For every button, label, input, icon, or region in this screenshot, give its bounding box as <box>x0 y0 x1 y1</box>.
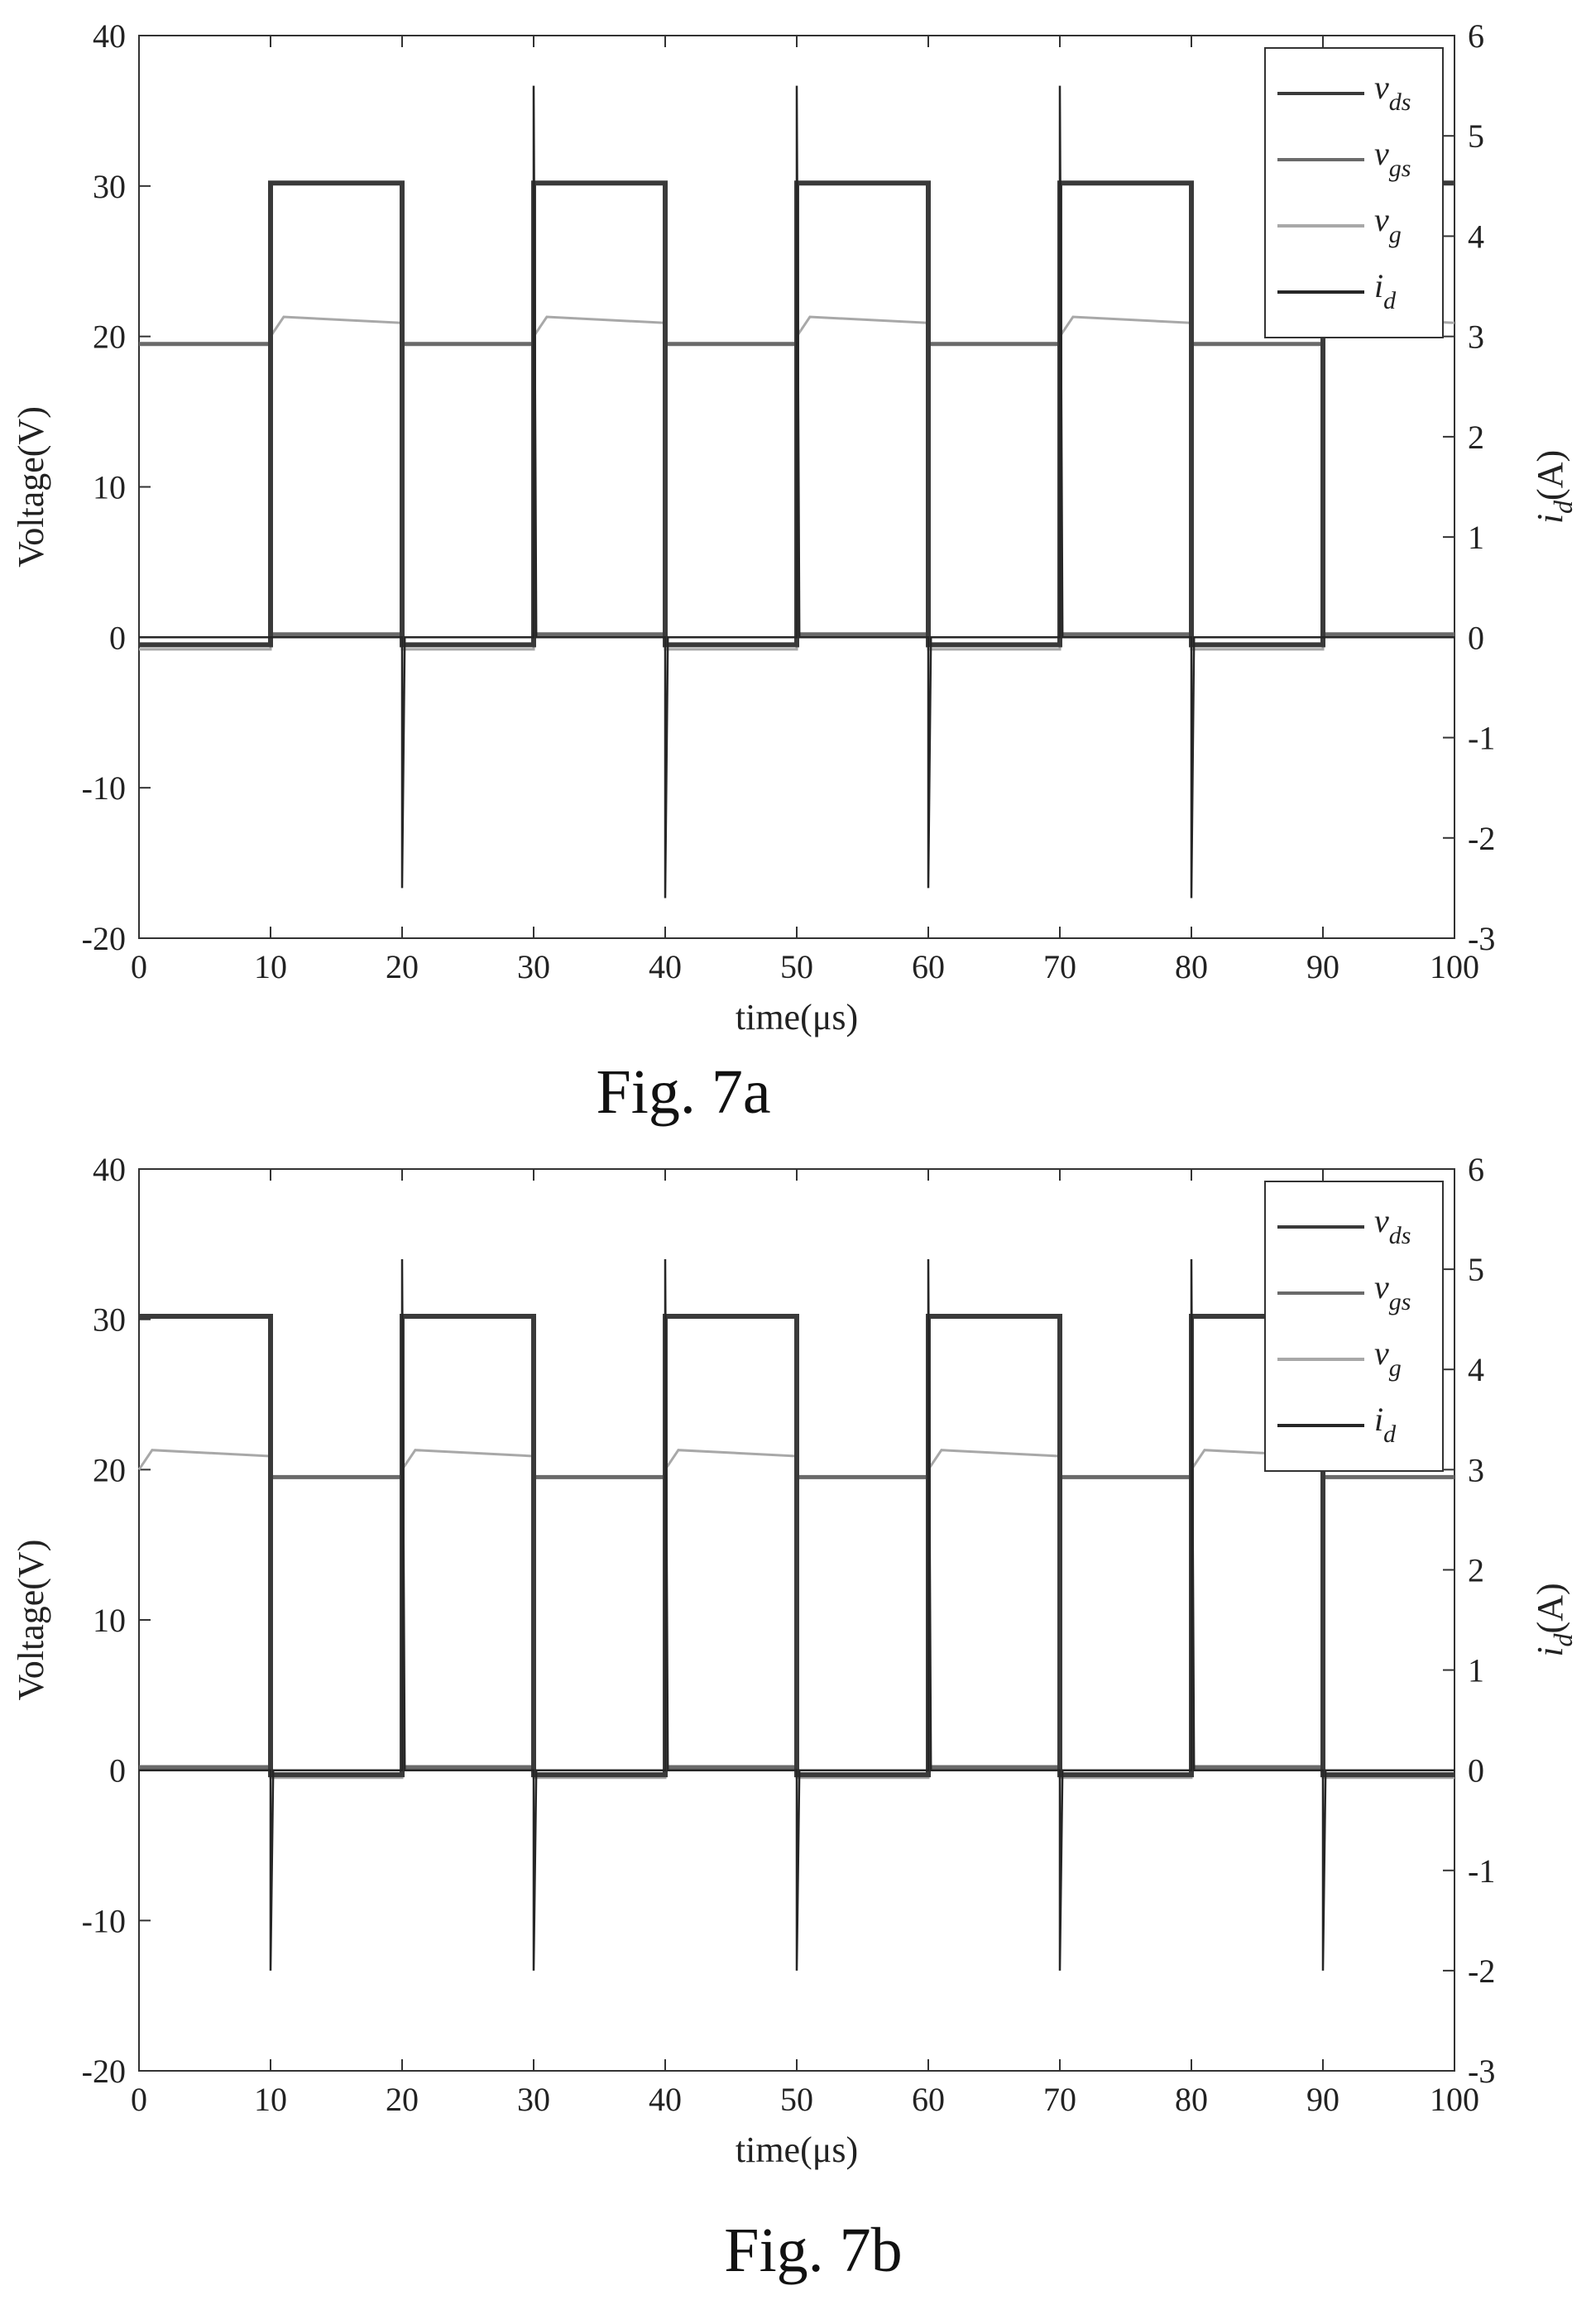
x-tick-label: 90 <box>1306 2081 1339 2118</box>
y-tick-label: 40 <box>93 1151 126 1188</box>
x-tick-label: 70 <box>1043 2081 1076 2118</box>
x-tick-label: 100 <box>1430 2081 1479 2118</box>
y-tick-label: -20 <box>82 920 126 957</box>
x-axis-label: time(μs) <box>736 2130 858 2170</box>
y-tick-label: 20 <box>93 319 126 356</box>
y2-tick-label: 1 <box>1468 519 1484 556</box>
y2-tick-label: 2 <box>1468 1551 1484 1588</box>
legend-label-v-gs: vgs <box>1374 1268 1411 1315</box>
y-tick-label: 10 <box>93 1602 126 1639</box>
y2-tick-label: -3 <box>1468 2053 1495 2090</box>
y2-tick-label: 4 <box>1468 1351 1484 1388</box>
y-tick-label: 30 <box>93 1301 126 1339</box>
x-tick-label: 0 <box>131 948 147 985</box>
y2-axis-label: id(A) <box>1530 1583 1578 1656</box>
y2-tick-label: -1 <box>1468 720 1495 757</box>
x-tick-label: 60 <box>912 2081 945 2118</box>
y-tick-label: -10 <box>82 1902 126 1939</box>
chart-fig-7a: 0 10 20 30 40 50 60 70 80 90 100-20-10010203040-3-… <box>11 17 1578 1037</box>
y-tick-label: -10 <box>82 769 126 807</box>
y2-tick-label: -1 <box>1468 1852 1495 1890</box>
legend: vds vgs vg id <box>1264 47 1444 338</box>
series-line-v-ds <box>139 1314 1454 1778</box>
y2-tick-label: 5 <box>1468 117 1484 155</box>
legend: vds vgs vg id <box>1264 1181 1444 1472</box>
y-tick-label: 40 <box>93 17 126 55</box>
y2-axis-label: id(A) <box>1530 450 1578 524</box>
y2-tick-label: 6 <box>1468 1151 1484 1188</box>
x-tick-label: 30 <box>517 948 550 985</box>
legend-box <box>1264 47 1444 338</box>
x-tick-label: 80 <box>1175 2081 1208 2118</box>
legend-label-v-gs: vgs <box>1374 135 1411 182</box>
x-axis-label: time(μs) <box>736 997 858 1037</box>
x-tick-label: 80 <box>1175 948 1208 985</box>
y-tick-label: 0 <box>109 1752 126 1790</box>
caption-fig-7b: Fig. 7b <box>724 2216 902 2285</box>
y-tick-label: 30 <box>93 168 126 205</box>
y-tick-label: 0 <box>109 619 126 656</box>
x-tick-label: 40 <box>649 2081 682 2118</box>
x-tick-label: 20 <box>386 948 419 985</box>
x-tick-label: 90 <box>1306 948 1339 985</box>
y2-tick-label: 4 <box>1468 218 1484 255</box>
x-tick-label: 50 <box>780 2081 813 2118</box>
y2-tick-label: 2 <box>1468 419 1484 456</box>
legend-label-v-ds: vds <box>1374 1202 1411 1249</box>
x-tick-label: 50 <box>780 948 813 985</box>
series-line-i-d <box>139 85 1454 898</box>
x-tick-label: 0 <box>131 2081 147 2118</box>
x-tick-label: 20 <box>386 2081 419 2118</box>
y-tick-label: 10 <box>93 469 126 506</box>
x-tick-label: 10 <box>254 948 287 985</box>
chart-fig-7b: 0 10 20 30 40 50 60 70 80 90 100-20-10010203040-3-… <box>11 1151 1578 2170</box>
caption-fig-7a: Fig. 7a <box>596 1057 770 1127</box>
y-axis-label: Voltage(V) <box>11 406 51 568</box>
legend-label-i-d: id <box>1374 1401 1397 1448</box>
y2-tick-label: 6 <box>1468 17 1484 55</box>
legend-label-v-g: vg <box>1374 1335 1402 1382</box>
y2-tick-label: 0 <box>1468 1752 1484 1790</box>
x-tick-label: 30 <box>517 2081 550 2118</box>
series-line-i-d <box>139 1258 1454 1971</box>
legend-label-i-d: id <box>1374 267 1397 314</box>
y2-tick-label: 5 <box>1468 1251 1484 1288</box>
y2-tick-label: -3 <box>1468 920 1495 957</box>
x-tick-label: 60 <box>912 948 945 985</box>
y2-tick-label: 3 <box>1468 1451 1484 1488</box>
x-tick-label: 10 <box>254 2081 287 2118</box>
x-tick-label: 100 <box>1430 948 1479 985</box>
legend-label-v-ds: vds <box>1374 69 1411 116</box>
y-axis-label: Voltage(V) <box>11 1540 51 1701</box>
legend-box <box>1264 1181 1444 1472</box>
y2-tick-label: 1 <box>1468 1652 1484 1689</box>
legend-label-v-g: vg <box>1374 201 1402 248</box>
y2-tick-label: -2 <box>1468 820 1495 857</box>
y-tick-label: -20 <box>82 2053 126 2090</box>
x-tick-label: 70 <box>1043 948 1076 985</box>
y-tick-label: 20 <box>93 1451 126 1488</box>
y2-tick-label: -2 <box>1468 1953 1495 1990</box>
y2-tick-label: 3 <box>1468 319 1484 356</box>
x-tick-label: 40 <box>649 948 682 985</box>
y2-tick-label: 0 <box>1468 619 1484 656</box>
